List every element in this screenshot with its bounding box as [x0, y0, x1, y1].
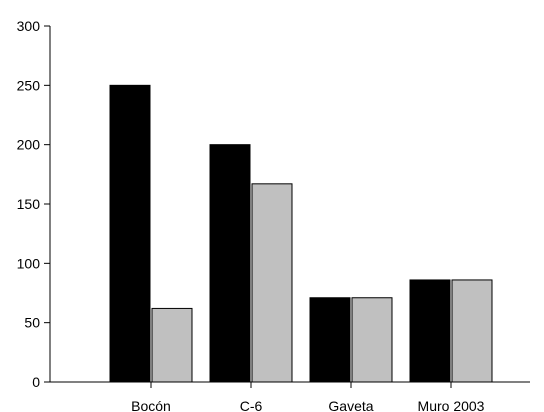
- bar-series2-c-6: [251, 183, 293, 383]
- bars: [109, 84, 493, 383]
- bar-series2-gaveta: [351, 297, 393, 383]
- y-tick-label-300: 300: [17, 18, 41, 34]
- x-tick-label-2: Gaveta: [328, 398, 373, 412]
- y-tick-label-200: 200: [17, 137, 41, 153]
- x-tick-label-1: C-6: [240, 398, 263, 412]
- x-tick-label-3: Muro 2003: [418, 398, 485, 412]
- bar-series1-gaveta: [309, 297, 351, 383]
- bar-series1-c-6: [209, 144, 251, 383]
- bar-series2-bocón: [151, 307, 193, 383]
- y-tick-label-250: 250: [17, 77, 41, 93]
- y-tick-label-100: 100: [17, 255, 41, 271]
- x-tick-label-0: Bocón: [131, 398, 171, 412]
- y-tick-label-150: 150: [17, 196, 41, 212]
- bar-series2-muro-2003: [451, 279, 493, 383]
- y-axis-ticks: 0 50 100 150 200 250 300: [17, 18, 50, 390]
- bar-series1-bocón: [109, 84, 151, 383]
- bar-series1-muro-2003: [409, 279, 451, 383]
- y-tick-label-0: 0: [32, 374, 40, 390]
- x-axis-labels: Bocón C-6 Gaveta Muro 2003: [131, 382, 485, 412]
- y-tick-label-50: 50: [24, 315, 40, 331]
